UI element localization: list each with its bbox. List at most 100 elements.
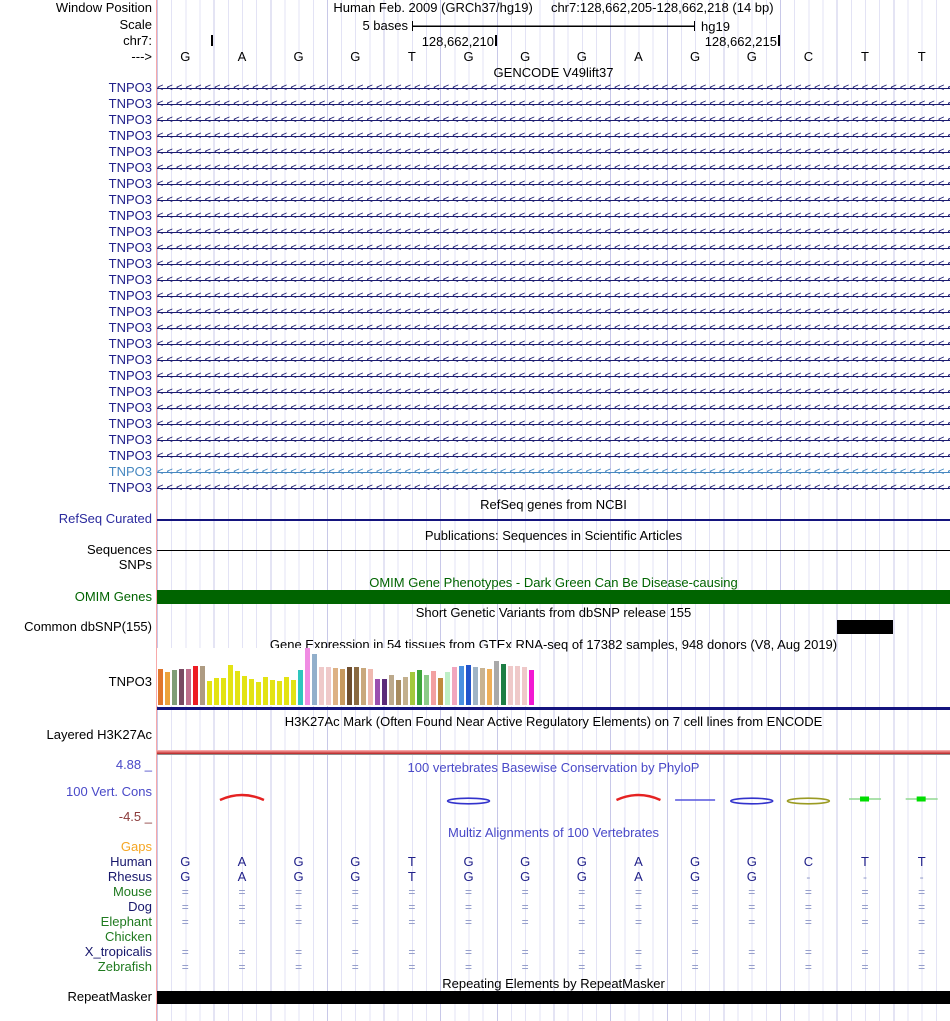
multiz-alignment-cell[interactable]: G: [520, 854, 531, 869]
multiz-alignment-cell[interactable]: =: [465, 960, 473, 974]
gene-row-tnpo3[interactable]: <<<<<<<<<<<<<<<<<<<<<<<<<<<<<<<<<<<<<<<<…: [157, 224, 950, 240]
gtex-tissue-bar[interactable]: [158, 669, 163, 705]
multiz-alignment-cell[interactable]: =: [295, 900, 303, 914]
multiz-alignment-cell[interactable]: =: [634, 945, 642, 959]
multiz-alignment-cell[interactable]: G: [463, 869, 474, 884]
multiz-alignment-cell[interactable]: A: [237, 854, 247, 869]
multiz-alignment-cell[interactable]: A: [634, 854, 643, 869]
gtex-tissue-bar[interactable]: [438, 678, 443, 705]
multiz-alignment-cell[interactable]: G: [576, 869, 587, 884]
gene-row-tnpo3[interactable]: <<<<<<<<<<<<<<<<<<<<<<<<<<<<<<<<<<<<<<<<…: [157, 480, 950, 496]
gtex-tissue-bar[interactable]: [200, 666, 205, 705]
gene-row-tnpo3[interactable]: <<<<<<<<<<<<<<<<<<<<<<<<<<<<<<<<<<<<<<<<…: [157, 128, 950, 144]
multiz-alignment-cell[interactable]: =: [804, 885, 812, 899]
multiz-alignment-cell[interactable]: =: [918, 915, 926, 929]
multiz-alignment-cell[interactable]: =: [408, 885, 416, 899]
gtex-tissue-bar[interactable]: [354, 667, 359, 705]
multiz-alignment-cell[interactable]: C: [803, 854, 814, 869]
multiz-alignment-cell[interactable]: =: [238, 900, 246, 914]
multiz-alignment-cell[interactable]: -: [919, 870, 924, 884]
gene-row-tnpo3[interactable]: <<<<<<<<<<<<<<<<<<<<<<<<<<<<<<<<<<<<<<<<…: [157, 336, 950, 352]
gtex-tissue-bar[interactable]: [214, 678, 219, 705]
multiz-alignment-cell[interactable]: =: [804, 900, 812, 914]
multiz-alignment-cell[interactable]: G: [350, 869, 361, 884]
multiz-alignment-cell[interactable]: =: [691, 915, 699, 929]
gtex-tissue-bar[interactable]: [368, 669, 373, 705]
gtex-tissue-bar[interactable]: [361, 668, 366, 705]
gtex-tissue-bar[interactable]: [501, 664, 506, 705]
gtex-tissue-bar[interactable]: [165, 672, 170, 705]
multiz-alignment-cell[interactable]: =: [238, 915, 246, 929]
gene-row-tnpo3[interactable]: <<<<<<<<<<<<<<<<<<<<<<<<<<<<<<<<<<<<<<<<…: [157, 384, 950, 400]
multiz-alignment-cell[interactable]: =: [181, 915, 189, 929]
multiz-alignment-cell[interactable]: =: [578, 885, 586, 899]
multiz-alignment-cell[interactable]: =: [521, 945, 529, 959]
multiz-alignment-cell[interactable]: -: [863, 870, 868, 884]
multiz-alignment-cell[interactable]: =: [918, 945, 926, 959]
gene-row-tnpo3[interactable]: <<<<<<<<<<<<<<<<<<<<<<<<<<<<<<<<<<<<<<<<…: [157, 240, 950, 256]
multiz-alignment-cell[interactable]: =: [861, 900, 869, 914]
multiz-alignment-cell[interactable]: G: [746, 854, 757, 869]
gtex-tissue-bar[interactable]: [326, 667, 331, 705]
multiz-alignment-cell[interactable]: T: [407, 854, 416, 869]
multiz-alignment-cell[interactable]: G: [293, 869, 304, 884]
gtex-tissue-bar[interactable]: [228, 665, 233, 705]
gtex-tissue-bar[interactable]: [242, 676, 247, 705]
multiz-alignment-cell[interactable]: =: [181, 960, 189, 974]
multiz-alignment-cell[interactable]: T: [917, 854, 926, 869]
gtex-tissue-bar[interactable]: [508, 666, 513, 705]
multiz-alignment-cell[interactable]: G: [180, 869, 191, 884]
multiz-alignment-cell[interactable]: A: [634, 869, 643, 884]
multiz-alignment-cell[interactable]: T: [407, 869, 416, 884]
multiz-alignment-cell[interactable]: =: [634, 885, 642, 899]
gtex-tissue-bar[interactable]: [298, 670, 303, 705]
multiz-alignment-cell[interactable]: =: [521, 960, 529, 974]
multiz-alignment-cell[interactable]: =: [634, 960, 642, 974]
gtex-tissue-bar[interactable]: [410, 672, 415, 705]
multiz-alignment-cell[interactable]: =: [238, 945, 246, 959]
multiz-alignment-cell[interactable]: =: [918, 900, 926, 914]
multiz-alignment-cell[interactable]: =: [691, 960, 699, 974]
gtex-tissue-bar[interactable]: [340, 669, 345, 705]
multiz-alignment-cell[interactable]: G: [576, 854, 587, 869]
gtex-tissue-bar[interactable]: [522, 667, 527, 705]
gtex-tissue-bar[interactable]: [473, 667, 478, 705]
gtex-tissue-bar[interactable]: [396, 680, 401, 705]
gtex-tissue-bar[interactable]: [319, 667, 324, 705]
multiz-alignment-cell[interactable]: =: [578, 915, 586, 929]
gtex-tissue-bar[interactable]: [529, 670, 534, 705]
gtex-tissue-bar[interactable]: [270, 680, 275, 705]
multiz-alignment-cell[interactable]: =: [748, 900, 756, 914]
gene-row-tnpo3[interactable]: <<<<<<<<<<<<<<<<<<<<<<<<<<<<<<<<<<<<<<<<…: [157, 176, 950, 192]
gtex-tissue-bar[interactable]: [172, 670, 177, 705]
gtex-tissue-bar[interactable]: [431, 671, 436, 705]
multiz-alignment-cell[interactable]: =: [521, 900, 529, 914]
multiz-alignment-cell[interactable]: =: [578, 945, 586, 959]
multiz-alignment-cell[interactable]: =: [408, 945, 416, 959]
gene-row-tnpo3[interactable]: <<<<<<<<<<<<<<<<<<<<<<<<<<<<<<<<<<<<<<<<…: [157, 432, 950, 448]
gtex-tissue-bar[interactable]: [445, 672, 450, 705]
gtex-tissue-bar[interactable]: [487, 669, 492, 705]
multiz-alignment-cell[interactable]: =: [748, 915, 756, 929]
gene-row-tnpo3[interactable]: <<<<<<<<<<<<<<<<<<<<<<<<<<<<<<<<<<<<<<<<…: [157, 144, 950, 160]
multiz-alignment-cell[interactable]: =: [295, 960, 303, 974]
gtex-tissue-bar[interactable]: [403, 677, 408, 705]
gtex-tissue-bar[interactable]: [424, 675, 429, 705]
gtex-tissue-bar[interactable]: [256, 682, 261, 705]
multiz-alignment-cell[interactable]: =: [295, 945, 303, 959]
repeatmasker-element-bar[interactable]: [157, 991, 950, 1004]
multiz-alignment-cell[interactable]: =: [408, 960, 416, 974]
multiz-alignment-cell[interactable]: G: [690, 869, 701, 884]
multiz-alignment-cell[interactable]: =: [748, 945, 756, 959]
gene-row-tnpo3[interactable]: <<<<<<<<<<<<<<<<<<<<<<<<<<<<<<<<<<<<<<<<…: [157, 80, 950, 96]
multiz-alignment-cell[interactable]: =: [691, 885, 699, 899]
gtex-tissue-bar[interactable]: [277, 681, 282, 705]
multiz-alignment-cell[interactable]: =: [351, 945, 359, 959]
gtex-tissue-bar[interactable]: [312, 654, 317, 705]
multiz-alignment-cell[interactable]: =: [918, 885, 926, 899]
multiz-alignment-cell[interactable]: =: [578, 900, 586, 914]
h3k27ac-signal-band[interactable]: [157, 750, 950, 755]
gtex-tissue-bar[interactable]: [417, 670, 422, 705]
gene-row-tnpo3[interactable]: <<<<<<<<<<<<<<<<<<<<<<<<<<<<<<<<<<<<<<<<…: [157, 272, 950, 288]
multiz-alignment-cell[interactable]: =: [181, 945, 189, 959]
